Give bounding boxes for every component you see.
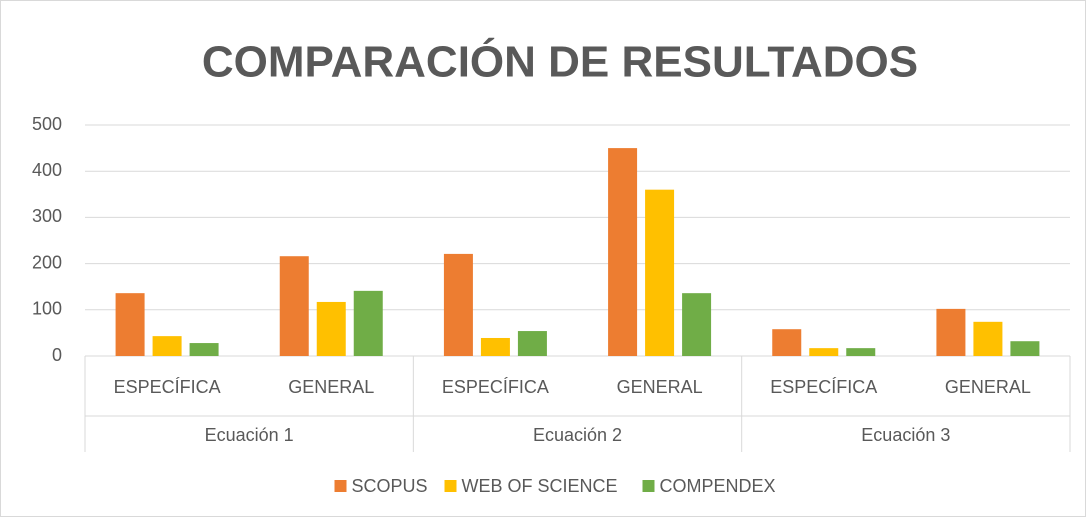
legend-swatch: [444, 480, 457, 492]
x-tick-label: ESPECÍFICA: [442, 377, 549, 397]
bar: [279, 256, 309, 356]
bar: [353, 290, 383, 356]
bar: [846, 348, 876, 356]
x-tick-label: GENERAL: [945, 377, 1031, 397]
bar: [517, 331, 547, 356]
bar: [809, 348, 839, 356]
legend-swatch: [642, 480, 655, 492]
chart-title: COMPARACIÓN DE RESULTADOS: [202, 37, 918, 87]
y-tick-label: 300: [32, 206, 62, 226]
y-tick-label: 500: [32, 114, 62, 134]
y-tick-label: 0: [52, 345, 62, 365]
x-tick-label: ESPECÍFICA: [770, 377, 877, 397]
bar: [608, 148, 638, 356]
bar: [973, 321, 1003, 356]
y-tick-label: 100: [32, 299, 62, 319]
x-tick-label: ESPECÍFICA: [114, 377, 221, 397]
legend-swatch: [334, 480, 347, 492]
group-label: Ecuación 2: [533, 425, 622, 445]
bar: [443, 253, 473, 356]
y-tick-label: 400: [32, 160, 62, 180]
legend-label: SCOPUS: [352, 476, 428, 496]
bar: [480, 337, 510, 356]
bar: [645, 189, 675, 356]
bar: [1010, 341, 1040, 356]
bar: [682, 293, 712, 356]
group-label: Ecuación 3: [861, 425, 950, 445]
bar: [936, 308, 966, 356]
x-tick-label: GENERAL: [288, 377, 374, 397]
bar: [152, 336, 182, 356]
y-tick-label: 200: [32, 252, 62, 272]
bar: [115, 293, 145, 356]
bar: [772, 329, 802, 356]
legend-label: WEB OF SCIENCE: [462, 476, 618, 496]
x-tick-label: GENERAL: [617, 377, 703, 397]
bar: [189, 343, 219, 356]
legend-label: COMPENDEX: [660, 476, 776, 496]
group-label: Ecuación 1: [205, 425, 294, 445]
bar: [316, 301, 346, 356]
